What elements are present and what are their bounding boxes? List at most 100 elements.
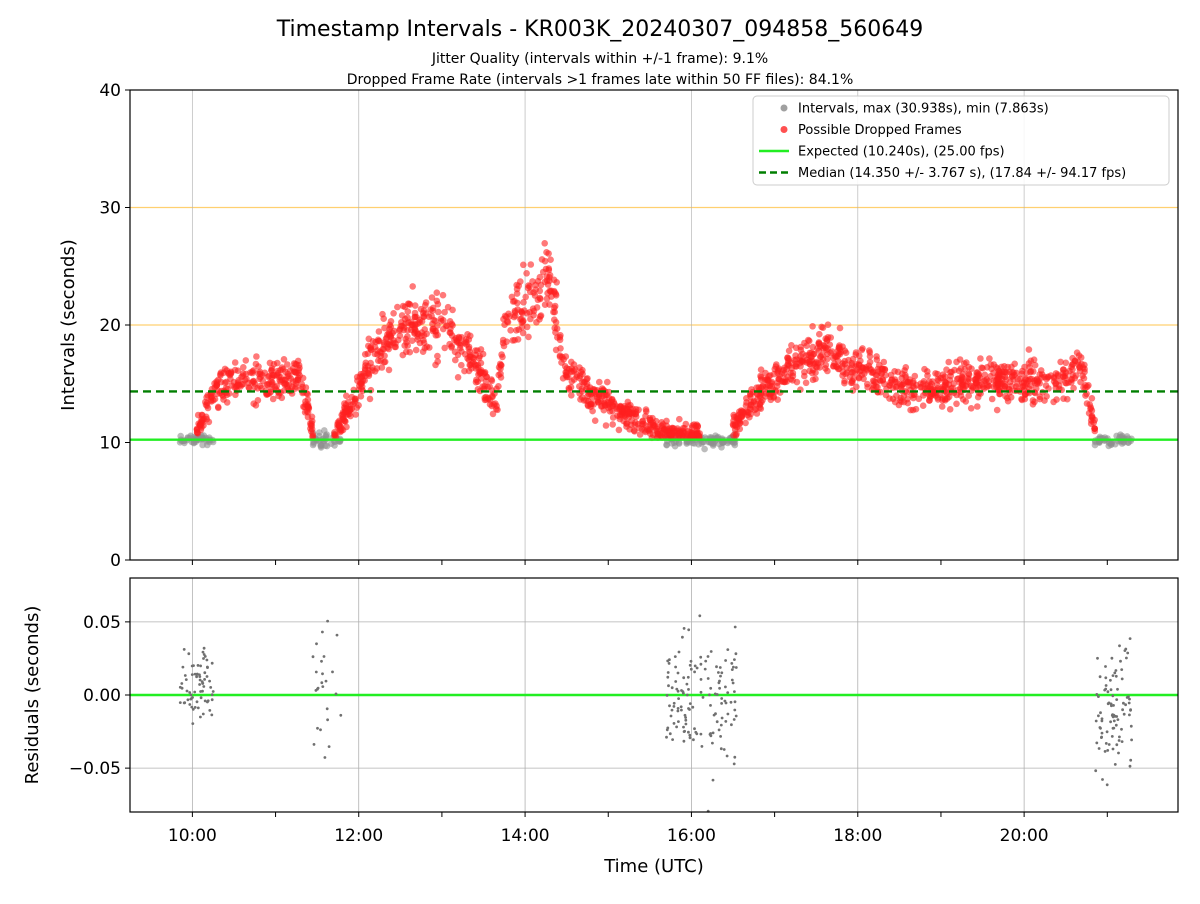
dropped-frame-point <box>1084 383 1091 391</box>
dropped-frame-point <box>625 410 632 418</box>
dropped-frame-point <box>404 308 412 315</box>
dropped-frame-point <box>458 361 465 369</box>
residual-point <box>726 712 730 716</box>
residual-point <box>206 665 209 669</box>
dropped-frame-point <box>449 306 456 314</box>
dropped-frame-point <box>255 370 262 378</box>
dropped-frame-point <box>477 367 485 374</box>
dropped-frame-point <box>642 422 649 429</box>
dropped-frame-point <box>584 375 591 382</box>
y-tick-label: −0.05 <box>69 759 121 779</box>
dropped-frame-point <box>994 365 1001 372</box>
dropped-frame-point <box>565 384 573 392</box>
y-tick-label: 20 <box>99 316 121 336</box>
dropped-frame-point <box>381 358 389 366</box>
dropped-frame-point <box>509 337 516 344</box>
dropped-frame-point <box>972 375 979 383</box>
residual-point <box>725 754 729 758</box>
dropped-frame-point <box>557 345 564 352</box>
dropped-frame-point <box>962 398 970 405</box>
dropped-frame-point <box>352 411 360 418</box>
dropped-frame-point <box>628 417 635 424</box>
dropped-frame-point <box>1011 360 1018 368</box>
dropped-frame-point <box>731 422 739 429</box>
dropped-frame-point <box>802 379 810 387</box>
dropped-frame-point <box>343 392 350 400</box>
dropped-frame-point <box>841 360 849 368</box>
dropped-frame-point <box>767 393 774 401</box>
dropped-frame-point <box>431 317 439 325</box>
dropped-frame-point <box>468 360 476 367</box>
residual-point <box>709 686 713 690</box>
dropped-frame-point <box>411 320 419 328</box>
dropped-frame-point <box>920 378 928 385</box>
dropped-frame-point <box>757 394 764 402</box>
dropped-frame-point <box>274 359 281 367</box>
residual-point <box>1110 656 1114 660</box>
residual-point <box>1100 717 1104 721</box>
dropped-frame-point <box>308 425 316 433</box>
residual-point <box>322 655 326 658</box>
residual-point <box>324 679 328 683</box>
legend-label-intervals: Intervals, max (30.938s), min (7.863s) <box>798 102 1049 117</box>
residual-point <box>321 672 324 676</box>
dropped-frame-point <box>1088 395 1096 402</box>
dropped-frame-point <box>292 377 300 384</box>
residual-point <box>205 675 209 678</box>
dropped-frame-point <box>1082 392 1089 399</box>
dropped-frame-point <box>381 324 388 332</box>
residual-point <box>713 692 717 696</box>
dropped-frame-point <box>494 406 501 414</box>
dropped-frame-point <box>955 367 963 375</box>
dropped-frame-point <box>576 364 583 371</box>
residual-point <box>1106 702 1110 706</box>
residual-point <box>210 693 214 696</box>
dropped-frame-point <box>522 293 529 301</box>
residual-point <box>1124 647 1128 651</box>
residual-point <box>730 668 734 671</box>
dropped-frame-point <box>266 359 274 367</box>
residual-point <box>321 630 324 634</box>
residual-point <box>1114 723 1118 727</box>
dropped-frame-point <box>533 319 540 326</box>
residual-point <box>665 735 668 739</box>
residual-point <box>202 657 205 660</box>
dropped-frame-point <box>988 395 996 403</box>
interval-point <box>675 440 683 447</box>
residual-point <box>1100 719 1104 723</box>
residual-point <box>708 693 711 697</box>
dropped-frame-point <box>732 432 740 439</box>
dropped-frame-point <box>785 347 793 355</box>
dropped-frame-point <box>866 349 874 356</box>
residual-point <box>699 732 703 736</box>
residual-point <box>693 670 696 674</box>
dropped-frame-point <box>986 355 993 362</box>
residual-point <box>691 705 695 709</box>
residual-point <box>667 684 670 688</box>
dropped-frame-point <box>873 356 881 364</box>
residual-point <box>734 666 738 669</box>
residual-point <box>720 716 724 720</box>
dropped-frame-point <box>775 365 783 372</box>
residual-point <box>695 666 699 670</box>
dropped-frame-point <box>499 336 507 344</box>
residual-point <box>1099 726 1102 730</box>
dropped-frame-point <box>1057 358 1064 366</box>
residuals-plot: −0.05 0.00 0.05 10:00 12:00 14:00 16:00 18:00 2… <box>22 577 1179 877</box>
dropped-frame-point <box>998 375 1006 383</box>
residual-point <box>189 697 193 701</box>
residual-point <box>674 665 677 669</box>
dropped-frame-point <box>536 287 544 295</box>
residual-point <box>724 685 727 689</box>
residual-point <box>182 701 186 705</box>
dropped-frame-point <box>1031 398 1038 406</box>
dropped-frame-point <box>271 383 279 391</box>
dropped-frame-point <box>440 317 447 324</box>
residual-point <box>316 726 319 730</box>
residual-point <box>201 689 204 693</box>
residual-point <box>732 665 735 669</box>
residual-point <box>1118 735 1121 739</box>
residual-point <box>706 677 710 680</box>
x-tick-label: 20:00 <box>1000 826 1049 846</box>
